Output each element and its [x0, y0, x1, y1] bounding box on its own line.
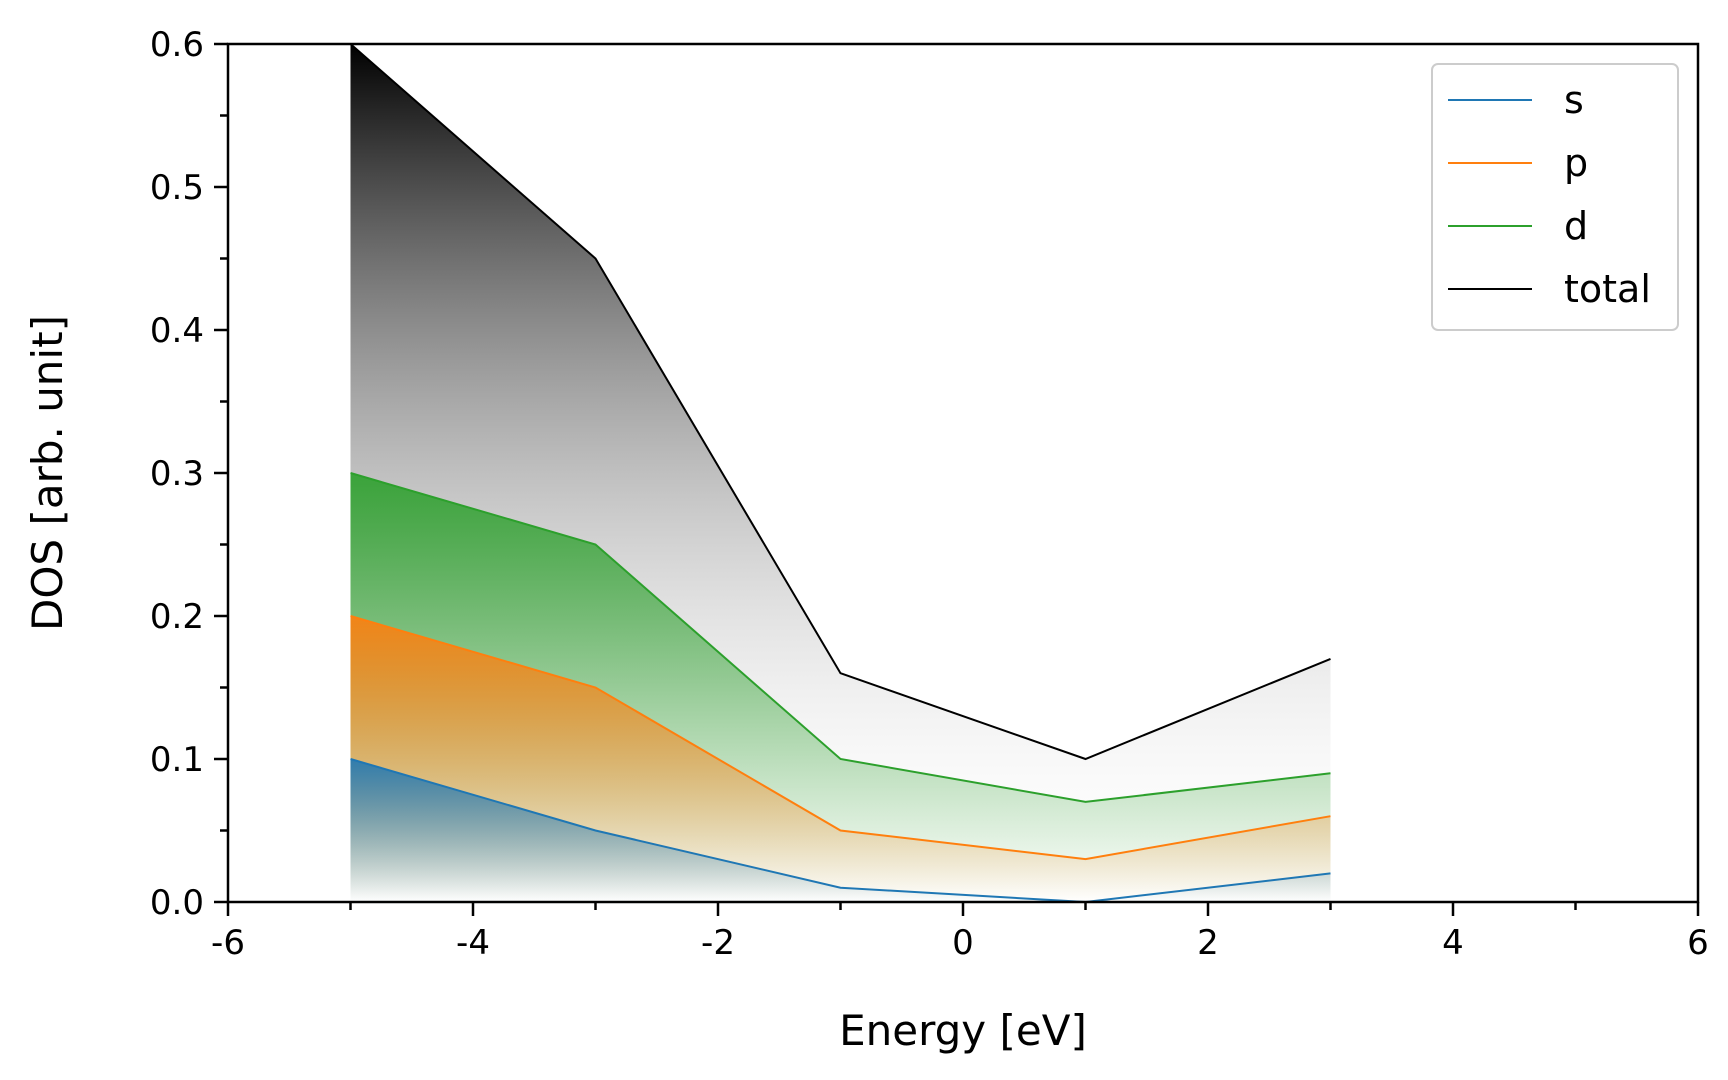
x-tick-label: 4	[1442, 923, 1464, 963]
y-tick-label: 0.5	[150, 168, 204, 208]
y-tick-label: 0.2	[150, 597, 204, 637]
legend-item-d: d	[1448, 204, 1588, 248]
y-tick-label: 0.3	[150, 454, 204, 494]
series-line-d	[350, 472, 1331, 803]
legend-box	[1431, 63, 1679, 331]
legend-label: total	[1564, 267, 1651, 311]
legend-item-p: p	[1448, 141, 1588, 185]
area-fill-s	[350, 759, 1331, 902]
legend-label: d	[1564, 204, 1588, 248]
x-axis-ticks: -6 -4 -2 0 2 4 6	[211, 902, 1709, 963]
series-line-s	[350, 758, 1331, 904]
y-tick-label: 0.1	[150, 740, 204, 780]
y-tick-label: 0.6	[150, 25, 204, 65]
x-tick-label: -2	[701, 923, 735, 963]
series-lines	[349, 43, 1331, 904]
series-line-p	[350, 615, 1331, 861]
series-line-total	[349, 43, 1331, 761]
legend-label: s	[1564, 78, 1584, 122]
x-tick-label: 0	[952, 923, 974, 963]
legend-item-total: total	[1448, 267, 1651, 311]
legend-label: p	[1564, 141, 1588, 185]
legend-item-s: s	[1448, 78, 1584, 122]
legend: spd total	[1431, 63, 1679, 331]
y-tick-label: 0.0	[150, 883, 204, 923]
x-axis-label: Energy [eV]	[839, 1006, 1087, 1055]
y-tick-label: 0.4	[150, 311, 204, 351]
x-tick-label: -4	[456, 923, 490, 963]
x-tick-label: 2	[1197, 923, 1219, 963]
x-tick-label: -6	[211, 923, 245, 963]
x-tick-label: 6	[1687, 923, 1709, 963]
y-axis-label: DOS [arb. unit]	[23, 315, 72, 631]
y-axis-ticks: 0.0 0.1 0.2 0.3 0.4 0.5 0.6	[150, 25, 228, 923]
